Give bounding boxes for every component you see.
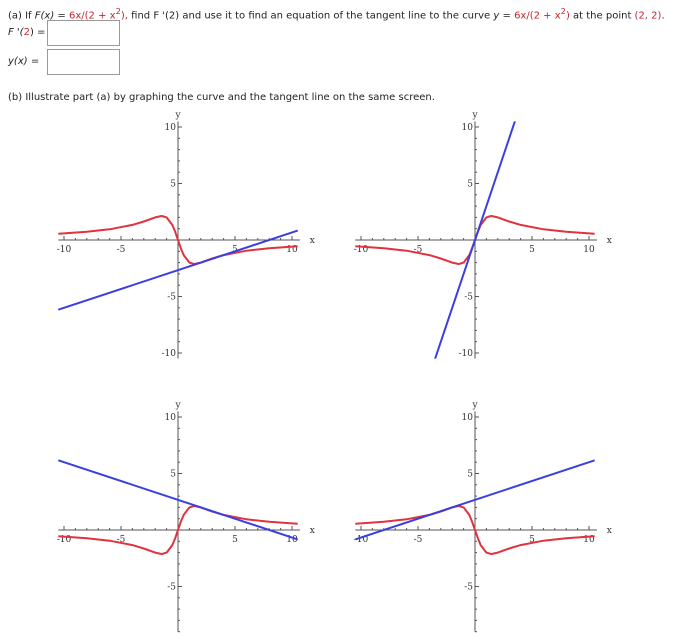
yx-label: y(x) = <box>8 56 40 67</box>
equals: = <box>499 10 515 22</box>
y-axis-label: y <box>471 400 478 410</box>
paren: ) <box>565 10 570 22</box>
graph-1: -10 -5 5 10 10 5 -5 -10 x y <box>57 110 315 359</box>
fprime-label: F '(2) = <box>8 27 45 38</box>
tangent-equation-input[interactable] <box>47 49 120 75</box>
y-tick-label: 5 <box>170 180 176 190</box>
x-tick-label: -5 <box>117 535 126 545</box>
y-tick-label: -5 <box>464 293 473 303</box>
tangent-line <box>57 229 299 311</box>
y-tick-label: 5 <box>467 180 473 190</box>
fprime-label-post: ) = <box>29 27 46 38</box>
y-tick-label: 5 <box>467 470 473 480</box>
y-tick-label: -5 <box>167 583 176 593</box>
y-tick-label: 10 <box>165 413 177 423</box>
x-tick-label: 10 <box>286 245 298 255</box>
question-text: (a) If <box>8 10 35 22</box>
y-tick-label: 5 <box>170 470 176 480</box>
period: . <box>661 10 665 22</box>
fprime-arg: 2 <box>23 27 30 38</box>
y-tick-label: 10 <box>165 123 177 133</box>
graph-3: -10 -5 5 10 10 5 -5 x y <box>57 400 315 633</box>
x-tick-label: 5 <box>232 245 238 255</box>
equals: = <box>54 10 69 22</box>
x-tick-label: 5 <box>232 535 238 545</box>
graph-4: -10 -5 5 10 10 5 -5 x y <box>354 400 612 633</box>
x-tick-label: -10 <box>57 535 72 545</box>
x-axis-label: x <box>607 526 612 536</box>
exponent: 2 <box>560 6 566 16</box>
y-tick-label: 10 <box>462 123 474 133</box>
x-tick-label: -10 <box>354 535 369 545</box>
x-tick-label: -5 <box>117 245 126 255</box>
x-tick-label: 5 <box>529 245 535 255</box>
x-tick-label: 5 <box>529 535 535 545</box>
y-tick-label: 10 <box>462 413 474 423</box>
x-tick-label: -5 <box>414 535 423 545</box>
graph-2: -10 -5 5 10 10 5 -5 -10 x y <box>354 110 612 359</box>
y-axis-label: y <box>471 110 478 120</box>
x-tick-label: -5 <box>414 245 423 255</box>
x-tick-label: -10 <box>57 245 72 255</box>
fprime-label-pre: F '( <box>8 27 24 38</box>
x-tick-label: 10 <box>286 535 298 545</box>
y-var: y <box>493 10 500 22</box>
x-tick-label: -10 <box>354 245 369 255</box>
part-a-question: (a) If F(x) = 6x/(2 + x2), find F '(2) a… <box>8 6 665 21</box>
curve-expression: 6x/(2 + x <box>514 10 561 22</box>
question-text-tail: at the point <box>569 10 635 22</box>
point: (2, 2) <box>634 10 662 22</box>
x-tick-label: 10 <box>583 535 595 545</box>
y-axis-label: y <box>174 110 181 120</box>
paren: ), <box>120 10 128 22</box>
part-b-question: (b) Illustrate part (a) by graphing the … <box>8 92 435 103</box>
function-name: F(x) <box>34 10 55 22</box>
question-text-mid: find F '(2) and use it to find an equati… <box>127 10 494 22</box>
tangent-line <box>354 459 596 541</box>
x-tick-label: 10 <box>583 245 595 255</box>
tangent-line <box>434 121 516 359</box>
y-axis-label: y <box>174 400 181 410</box>
exponent: 2 <box>115 6 121 16</box>
x-axis-label: x <box>310 526 315 536</box>
y-tick-label: -5 <box>464 583 473 593</box>
tangent-line <box>57 459 299 541</box>
fprime-input[interactable] <box>47 20 120 46</box>
y-tick-label: -10 <box>459 349 474 359</box>
x-axis-label: x <box>607 236 612 246</box>
y-tick-label: -10 <box>162 349 177 359</box>
y-tick-label: -5 <box>167 293 176 303</box>
x-axis-label: x <box>310 236 315 246</box>
function-expression: 6x/(2 + x <box>69 10 116 22</box>
